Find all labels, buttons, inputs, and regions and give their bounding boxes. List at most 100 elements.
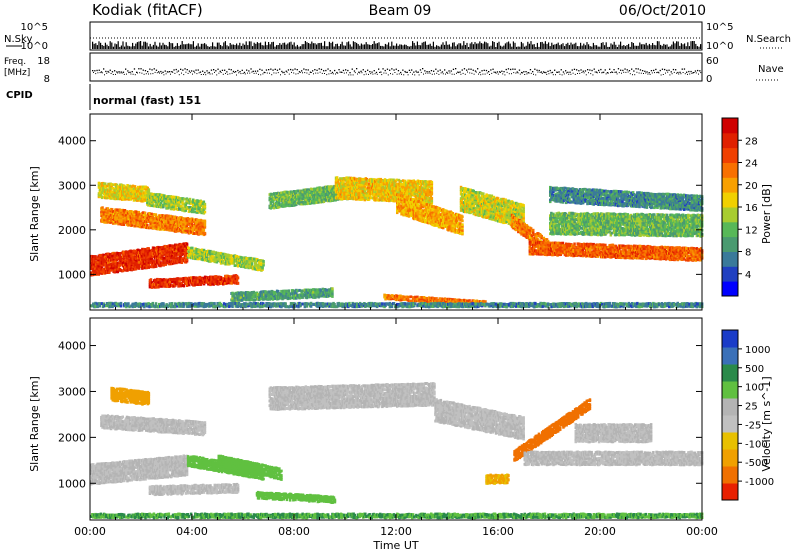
data-cell xyxy=(179,243,182,247)
freq-mark xyxy=(576,69,578,71)
noise-mark xyxy=(336,43,338,49)
freq-mark xyxy=(239,71,241,73)
nave-mark xyxy=(522,72,523,74)
noise-mark xyxy=(688,46,690,49)
noise-mark xyxy=(695,43,697,49)
data-cell xyxy=(139,197,142,200)
nave-mark xyxy=(260,74,262,76)
data-cell xyxy=(104,184,107,187)
data-cell xyxy=(203,231,207,235)
data-cell xyxy=(369,196,373,200)
freq-mark xyxy=(433,70,435,72)
freq-mark xyxy=(180,68,182,70)
noise-mark xyxy=(626,45,628,49)
data-cell xyxy=(319,288,322,292)
noise-mark xyxy=(317,43,319,49)
freq-mark xyxy=(686,71,688,73)
noise-mark xyxy=(236,43,238,49)
nave-mark xyxy=(502,73,504,75)
data-cell xyxy=(147,266,150,269)
freq-mark xyxy=(613,69,615,71)
freq-mark xyxy=(582,70,584,72)
noise-mark xyxy=(690,41,692,49)
freq-mark xyxy=(136,71,138,73)
noise-mark xyxy=(101,45,103,49)
noise-mark xyxy=(372,44,374,49)
nave-mark xyxy=(117,72,119,74)
nave-mark xyxy=(97,72,99,74)
freq-mark xyxy=(210,69,213,71)
noise-tick-high-right: 10^5 xyxy=(706,22,733,33)
data-cell xyxy=(331,294,334,298)
freq-mark xyxy=(349,72,351,74)
data-cell xyxy=(185,225,188,228)
noise-mark xyxy=(597,46,599,49)
nave-mark xyxy=(425,72,427,74)
data-cell xyxy=(277,294,280,298)
data-cell xyxy=(191,229,195,233)
data-cell xyxy=(377,188,380,192)
freq-mark xyxy=(481,70,483,72)
noise-mark xyxy=(479,41,481,49)
freq-mark xyxy=(133,68,136,70)
nave-mark xyxy=(93,71,94,73)
data-cell xyxy=(167,227,170,230)
nave-mark xyxy=(286,71,288,73)
nave-mark xyxy=(194,72,196,74)
data-cell xyxy=(278,199,281,202)
data-cell xyxy=(128,184,131,188)
data-cell xyxy=(363,191,367,195)
freq-mark xyxy=(287,69,290,71)
nave-mark xyxy=(150,73,152,75)
data-cell xyxy=(181,221,184,224)
noise-mark xyxy=(130,46,132,49)
freq-mark xyxy=(518,69,521,71)
data-cell xyxy=(131,216,134,220)
data-cell xyxy=(172,205,176,209)
data-cell xyxy=(100,270,104,273)
nave-mark xyxy=(183,74,185,76)
noise-mark xyxy=(423,41,425,49)
noise-mark xyxy=(692,41,694,49)
data-cell xyxy=(182,242,186,246)
nave-mark xyxy=(229,73,231,75)
noise-mark xyxy=(143,41,145,49)
nave-mark xyxy=(491,72,493,74)
noise-mark xyxy=(330,42,332,49)
data-cell xyxy=(285,292,288,296)
noise-mark xyxy=(103,45,105,49)
noise-mark xyxy=(608,46,610,49)
data-cell xyxy=(178,200,181,204)
noise-mark xyxy=(232,44,234,49)
nave-mark xyxy=(625,71,627,73)
noise-mark xyxy=(616,47,618,49)
data-cell xyxy=(266,292,269,296)
noise-mark xyxy=(461,45,463,49)
data-cell xyxy=(165,198,168,202)
nave-mark xyxy=(233,71,235,73)
data-cell xyxy=(185,259,189,263)
freq-mark xyxy=(657,71,659,73)
nave-mark xyxy=(126,73,127,75)
nave-tick-high: 60 xyxy=(706,56,719,67)
nave-mark xyxy=(484,73,486,75)
data-cell xyxy=(132,187,136,191)
noise-mark xyxy=(516,46,518,49)
data-cell xyxy=(100,272,104,275)
freq-mark xyxy=(248,70,250,72)
noise-mark xyxy=(400,44,402,49)
nave-mark xyxy=(634,74,636,76)
noise-mark xyxy=(136,42,138,49)
noise-mark xyxy=(628,43,630,49)
noise-mark xyxy=(93,43,95,49)
nave-mark xyxy=(390,73,391,75)
noise-mark xyxy=(429,43,431,49)
data-cell xyxy=(379,194,382,198)
noise-mark xyxy=(322,45,324,49)
noise-mark xyxy=(548,42,550,49)
noise-mark xyxy=(647,45,649,49)
data-cell xyxy=(331,289,334,293)
data-cell xyxy=(278,205,281,209)
beam-title: Beam 09 xyxy=(369,3,432,19)
freq-mark xyxy=(551,71,554,74)
